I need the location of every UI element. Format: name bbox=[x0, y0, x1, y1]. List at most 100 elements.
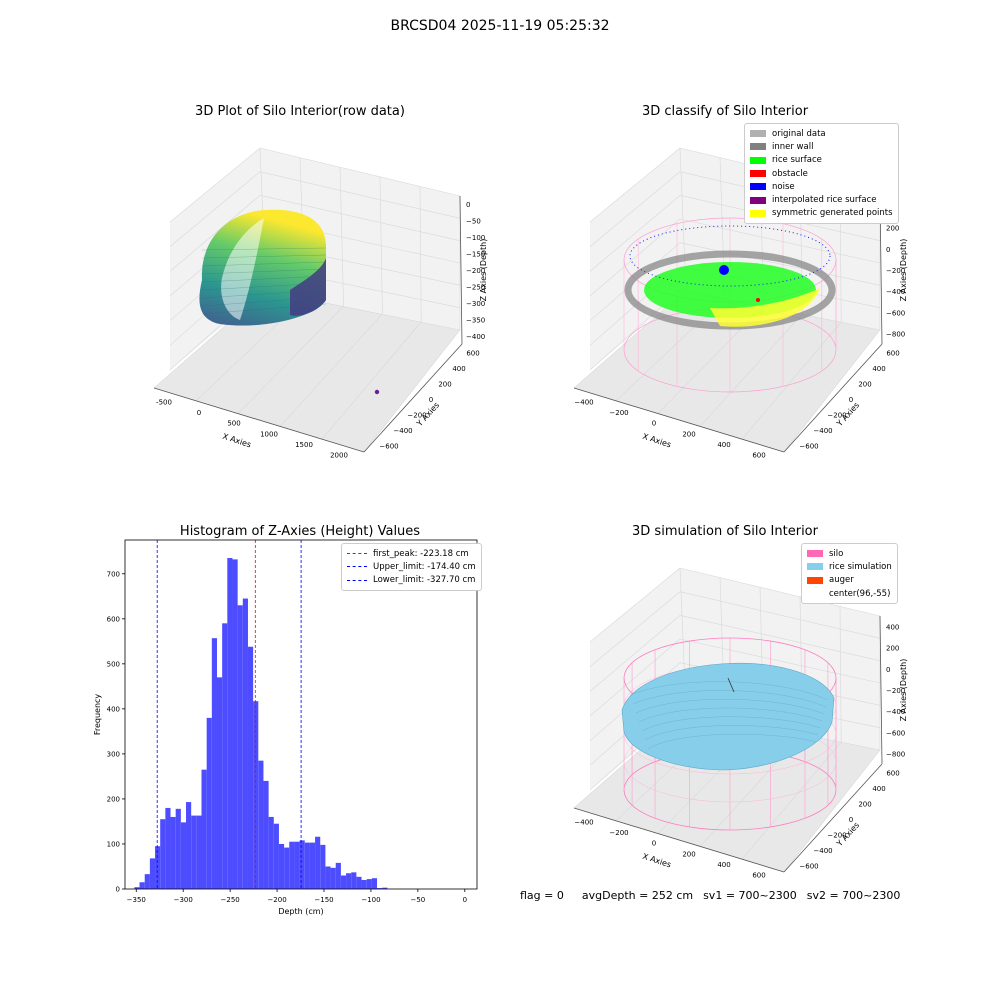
grid-line bbox=[699, 313, 803, 427]
histogram-bar bbox=[294, 841, 300, 889]
histogram-bar bbox=[216, 677, 223, 889]
x-axis-line bbox=[573, 807, 785, 873]
z-tick-label: 200 bbox=[886, 645, 899, 653]
histogram-bar bbox=[247, 646, 254, 889]
y-tick-label: 200 bbox=[858, 381, 871, 389]
legend-line bbox=[347, 566, 367, 568]
histogram-bar bbox=[134, 887, 140, 889]
x-tick-label: −200 bbox=[267, 896, 286, 904]
histogram-bar bbox=[351, 872, 357, 889]
histogram-bar bbox=[196, 815, 202, 889]
legend-item-interpolated: interpolated rice surface bbox=[750, 193, 893, 206]
legend-swatch bbox=[750, 130, 766, 138]
grid-line bbox=[169, 195, 261, 272]
histogram-bar bbox=[273, 823, 279, 889]
z-tick-label: −200 bbox=[886, 687, 905, 695]
grid-line bbox=[589, 591, 681, 667]
x-axis-label: X Axies bbox=[641, 852, 672, 870]
y-tick-label: 400 bbox=[107, 705, 120, 713]
histogram-bar bbox=[170, 816, 176, 889]
x-tick-label: 0 bbox=[652, 840, 656, 848]
y-tick-label: 100 bbox=[107, 840, 120, 848]
z-axis-line bbox=[879, 615, 883, 765]
y-tick-label: 400 bbox=[872, 785, 885, 793]
legend-swatch bbox=[750, 183, 766, 191]
grid-line bbox=[589, 195, 681, 272]
legend-item-rice-simulation: rice simulation bbox=[807, 560, 892, 573]
y-tick-label: 400 bbox=[452, 365, 465, 373]
legend-item-upper-limit: Upper_limit: -174.40 cm bbox=[347, 560, 476, 573]
histogram-bar bbox=[304, 842, 310, 889]
legend-line bbox=[347, 553, 367, 555]
grid-line bbox=[419, 186, 422, 323]
grid-line bbox=[589, 615, 681, 692]
legend-swatch bbox=[750, 143, 766, 151]
z-tick-label: −600 bbox=[886, 309, 905, 317]
classify-plot-title: 3D classify of Silo Interior bbox=[641, 104, 809, 119]
grid-line bbox=[237, 305, 344, 414]
histogram-bar bbox=[201, 769, 207, 889]
x-tick-label: −200 bbox=[609, 409, 628, 417]
x-axis-line bbox=[573, 387, 785, 453]
x-tick-label: 400 bbox=[717, 861, 730, 869]
z-axis-label: Z Axies (Depth) bbox=[899, 659, 908, 722]
symmetric-generated-points bbox=[710, 288, 820, 327]
figure-title: BRCSD04 2025-11-19 05:25:32 bbox=[390, 18, 610, 34]
histogram-bar bbox=[211, 638, 217, 889]
histogram-bar bbox=[284, 847, 290, 889]
z-tick-label: −150 bbox=[466, 251, 485, 259]
histogram-title: Histogram of Z-Axies (Height) Values bbox=[179, 524, 421, 539]
x-tick-label: −50 bbox=[410, 896, 425, 904]
y-tick-label: 0 bbox=[429, 396, 433, 404]
x-tick-label: −150 bbox=[314, 896, 333, 904]
histogram-bar bbox=[278, 843, 285, 889]
legend-line bbox=[347, 579, 367, 581]
grid-line bbox=[169, 171, 261, 247]
histogram-bar bbox=[299, 840, 305, 889]
auger-marker bbox=[727, 677, 735, 693]
histogram-bar bbox=[237, 605, 243, 889]
legend-item-original-data: original data bbox=[750, 127, 893, 140]
y-tick-label: −200 bbox=[407, 411, 426, 419]
grid-line bbox=[321, 321, 422, 440]
histogram-bar bbox=[186, 802, 192, 889]
histogram-bar bbox=[268, 816, 274, 889]
x-axis-label: X Axies bbox=[641, 432, 672, 450]
z-tick-label: −400 bbox=[886, 708, 905, 716]
legend-item-noise: noise bbox=[750, 180, 893, 193]
y-tick-label: 300 bbox=[107, 750, 120, 758]
histogram-bar bbox=[309, 842, 316, 889]
status-sv2: sv2 = 700~2300 bbox=[806, 889, 901, 902]
histogram-bar bbox=[330, 867, 336, 889]
grid-line bbox=[339, 167, 344, 307]
grid-line bbox=[379, 176, 383, 315]
legend-swatch bbox=[807, 550, 823, 558]
x-tick-label: 0 bbox=[652, 420, 656, 428]
raw-scan-line bbox=[201, 261, 327, 267]
raw-scan-line bbox=[201, 289, 327, 299]
histogram-bar bbox=[206, 717, 212, 889]
histogram-plot-frame bbox=[124, 539, 478, 890]
y-tick-label: 600 bbox=[886, 350, 899, 358]
raw-plot-title: 3D Plot of Silo Interior(row data) bbox=[195, 104, 405, 119]
x-tick-label: -500 bbox=[156, 398, 172, 406]
histogram-bar bbox=[377, 888, 383, 889]
y-tick-label: −400 bbox=[393, 427, 412, 435]
histogram-legend: first_peak: -223.18 cm Upper_limit: -174… bbox=[341, 543, 482, 591]
raw-point-cloud-lower bbox=[290, 258, 326, 316]
z-tick-label: 0 bbox=[466, 201, 470, 209]
z-tick-label: −200 bbox=[466, 267, 485, 275]
y-axis-label: Frequency bbox=[93, 694, 102, 736]
raw-scan-line bbox=[201, 303, 327, 315]
z-tick-label: −200 bbox=[886, 267, 905, 275]
y-tick-label: 0 bbox=[116, 886, 120, 894]
z-tick-label: −800 bbox=[886, 330, 905, 338]
z-tick-label: −50 bbox=[466, 218, 481, 226]
z-tick-label: 0 bbox=[886, 666, 890, 674]
axis-pane-floor bbox=[154, 290, 460, 452]
simulation-plot-title: 3D simulation of Silo Interior bbox=[632, 524, 818, 539]
histogram-bar bbox=[253, 701, 259, 889]
x-tick-label: 200 bbox=[682, 850, 695, 858]
legend-swatch bbox=[750, 209, 766, 217]
histogram-bar bbox=[263, 780, 269, 889]
